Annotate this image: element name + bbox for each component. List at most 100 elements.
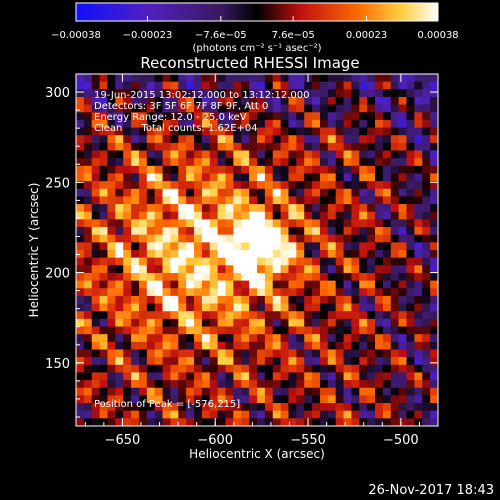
heatmap-cell — [249, 219, 258, 228]
heatmap-cell — [241, 357, 250, 366]
heatmap-cell — [367, 311, 376, 320]
heatmap-cell — [249, 326, 258, 335]
heatmap-cell — [76, 104, 85, 113]
heatmap-cell — [264, 326, 274, 335]
heatmap-cell — [178, 257, 187, 266]
heatmap-cell — [194, 372, 203, 381]
heatmap-cell — [382, 410, 392, 419]
heatmap-cell — [343, 188, 352, 197]
heatmap-cell — [272, 334, 282, 343]
heatmap-cell — [272, 89, 282, 98]
heatmap-cell — [375, 135, 384, 144]
heatmap-cell — [83, 119, 93, 128]
heatmap-cell — [343, 89, 352, 98]
heatmap-cell — [359, 181, 368, 190]
heatmap-cell — [257, 173, 266, 182]
heatmap-cell — [76, 288, 85, 297]
heatmap-cell — [312, 96, 321, 106]
heatmap-cell — [264, 181, 274, 190]
heatmap-cell — [186, 89, 195, 98]
heatmap-cell — [414, 188, 423, 197]
heatmap-cell — [390, 227, 400, 236]
heatmap-cell — [76, 272, 85, 282]
heatmap-cell — [178, 181, 187, 190]
heatmap-cell — [162, 219, 171, 228]
heatmap-cell — [162, 403, 171, 412]
heatmap-cell — [312, 219, 321, 228]
heatmap-cell — [76, 219, 85, 228]
heatmap-cell — [406, 349, 415, 358]
heatmap-cell — [225, 372, 234, 381]
heatmap-cell — [115, 181, 124, 190]
heatmap-cell — [335, 403, 344, 412]
heatmap-cell — [312, 81, 321, 90]
heatmap-cell — [115, 150, 124, 159]
heatmap-cell — [107, 204, 116, 213]
heatmap-cell — [319, 364, 329, 373]
heatmap-cell — [186, 96, 195, 106]
heatmap-cell — [382, 380, 392, 389]
heatmap-cell — [233, 257, 242, 266]
heatmap-cell — [422, 387, 431, 396]
heatmap-cell — [280, 219, 289, 228]
heatmap-cell — [138, 74, 148, 83]
colorbar-tick-label: 0.00038 — [417, 30, 458, 41]
heatmap-cell — [304, 318, 313, 327]
heatmap-cell — [186, 311, 195, 320]
heatmap-cell — [304, 334, 313, 343]
heatmap-cell — [390, 318, 400, 327]
heatmap-cell — [327, 188, 337, 197]
heatmap-cell — [91, 211, 101, 220]
heatmap-cell — [414, 173, 423, 182]
heatmap-cell — [335, 227, 344, 236]
heatmap-cell — [382, 158, 392, 167]
heatmap-cell — [91, 135, 101, 144]
heatmap-cell — [296, 334, 305, 343]
heatmap-cell — [351, 410, 360, 419]
heatmap-cell — [83, 257, 93, 266]
heatmap-cell — [154, 357, 163, 366]
heatmap-cell — [327, 303, 337, 312]
heatmap-cell — [312, 349, 321, 358]
heatmap-cell — [123, 227, 132, 236]
heatmap-cell — [154, 119, 163, 128]
heatmap-cell — [201, 326, 211, 335]
heatmap-cell — [390, 181, 400, 190]
heatmap-cell — [249, 227, 258, 236]
heatmap-cell — [123, 173, 132, 182]
heatmap-cell — [194, 196, 203, 205]
heatmap-cell — [217, 150, 226, 159]
heatmap-cell — [225, 357, 234, 366]
heatmap-cell — [107, 288, 116, 297]
heatmap-cell — [194, 119, 203, 128]
heatmap-cell — [138, 81, 148, 90]
heatmap-cell — [217, 280, 226, 289]
heatmap-cell — [225, 303, 234, 312]
heatmap-cell — [241, 295, 250, 304]
heatmap-cell — [312, 272, 321, 282]
heatmap-cell — [382, 211, 392, 220]
heatmap-cell — [170, 295, 179, 304]
heatmap-cell — [241, 265, 250, 274]
heatmap-cell — [154, 165, 163, 174]
heatmap-cell — [414, 158, 423, 167]
heatmap-cell — [280, 418, 289, 427]
heatmap-cell — [186, 104, 195, 113]
heatmap-cell — [241, 89, 250, 98]
heatmap-cell — [146, 135, 156, 144]
heatmap-cell — [264, 364, 274, 373]
heatmap-cell — [343, 280, 352, 289]
heatmap-cell — [359, 349, 368, 358]
heatmap-cell — [170, 165, 179, 174]
heatmap-cell — [288, 142, 297, 151]
heatmap-cell — [209, 326, 219, 335]
heatmap-cell — [91, 380, 101, 389]
heatmap-cell — [76, 234, 85, 243]
heatmap-cell — [367, 158, 376, 167]
heatmap-cell — [83, 303, 93, 312]
heatmap-cell — [154, 227, 163, 236]
heatmap-cell — [194, 135, 203, 144]
heatmap-cell — [272, 311, 282, 320]
heatmap-cell — [170, 96, 179, 106]
colorbar-tick-label: 0.00023 — [346, 30, 387, 41]
